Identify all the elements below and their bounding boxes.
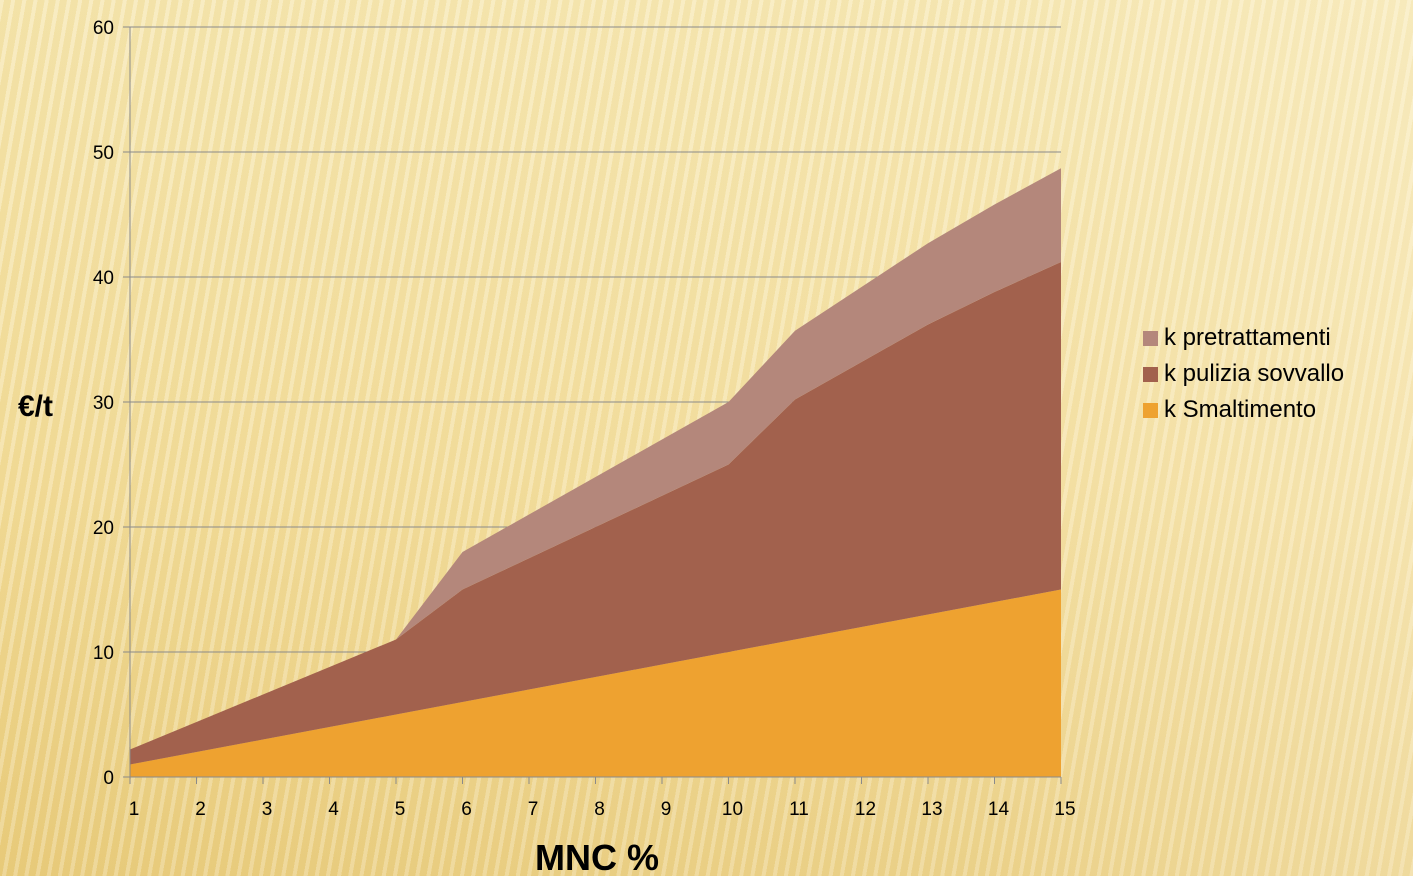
- axes: [123, 26, 1062, 784]
- y-tick-label: 0: [103, 768, 114, 789]
- legend-item: k pretrattamenti: [1143, 320, 1344, 356]
- y-tick-label: 30: [93, 393, 114, 414]
- x-tick-label: 3: [262, 799, 273, 820]
- series-area-k-pretrattamenti: [130, 168, 1061, 750]
- legend-swatch: [1143, 366, 1158, 382]
- x-tick-label: 15: [1054, 799, 1075, 820]
- y-tick-labels: 0 10 20 30 40 50 60: [93, 18, 114, 789]
- x-tick-label: 6: [461, 799, 472, 820]
- y-tick-label: 60: [93, 18, 114, 39]
- y-tick-label: 40: [93, 268, 114, 289]
- legend-item: k pulizia sovvallo: [1143, 356, 1344, 392]
- chart-legend: k pretrattamenti k pulizia sovvallo k Smal…: [1143, 320, 1344, 428]
- legend-label: k pretrattamenti: [1164, 324, 1331, 351]
- series-area-k-pulizia-sovvallo: [130, 262, 1061, 765]
- y-tick-label: 10: [93, 643, 114, 664]
- area-series: [130, 168, 1061, 777]
- x-tick-label: 10: [722, 799, 743, 820]
- x-tick-label: 14: [988, 799, 1010, 820]
- legend-item: k Smaltimento: [1143, 392, 1344, 428]
- x-tick-labels: 1 2 3 4 5 6 7 8 9 10 11 12 13 14 15: [129, 799, 1076, 820]
- x-tick-label: 9: [661, 799, 672, 820]
- legend-label: k pulizia sovvallo: [1164, 360, 1345, 387]
- x-axis-title: MNC %: [535, 837, 659, 876]
- x-tick-label: 5: [395, 799, 406, 820]
- legend-swatch: [1143, 402, 1158, 418]
- y-tick-label: 20: [93, 518, 114, 539]
- x-tick-label: 11: [789, 799, 809, 820]
- x-tick-label: 2: [195, 799, 206, 820]
- y-tick-label: 50: [93, 143, 114, 164]
- legend-swatch: [1143, 330, 1158, 346]
- x-tick-label: 12: [855, 799, 876, 820]
- x-tick-label: 7: [528, 799, 539, 820]
- x-tick-label: 8: [594, 799, 605, 820]
- x-tick-label: 13: [921, 799, 942, 820]
- legend-label: k Smaltimento: [1164, 396, 1317, 423]
- y-axis-title: €/t: [18, 390, 53, 423]
- x-tick-label: 1: [129, 799, 140, 820]
- series-area-k-smaltimento: [130, 589, 1061, 777]
- x-tick-label: 4: [328, 799, 339, 820]
